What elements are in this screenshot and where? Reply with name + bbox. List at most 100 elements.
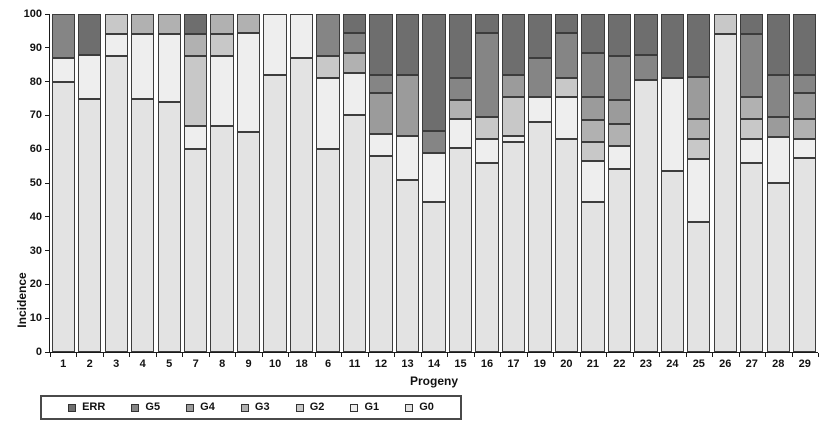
bar-segment-G1 — [369, 134, 393, 156]
bar-segment-G1 — [316, 78, 340, 150]
bar-segment-G0 — [766, 183, 790, 352]
bar-8 — [210, 14, 234, 352]
x-tick-mark — [155, 353, 157, 357]
x-tick-mark — [685, 353, 687, 357]
bar-segment-ERR — [448, 14, 473, 79]
x-tick-label: 26 — [719, 358, 732, 370]
bar-segment-G0 — [104, 56, 128, 352]
bar-segment-G5 — [422, 130, 446, 153]
x-tick-label: 18 — [295, 358, 308, 370]
bar-28 — [766, 14, 790, 352]
x-tick-label: 3 — [113, 358, 120, 370]
legend-item-ERR: ERR — [68, 402, 105, 413]
bar-9 — [236, 14, 261, 352]
bar-segment-G0 — [184, 149, 208, 352]
bar-segment-ERR — [740, 14, 764, 35]
bar-segment-G2 — [501, 96, 526, 136]
bar-segment-G5 — [316, 14, 340, 57]
bar-segment-G0 — [740, 162, 764, 352]
legend-swatch-icon — [240, 403, 249, 412]
bar-segment-G1 — [51, 57, 75, 82]
legend-swatch-icon — [131, 403, 140, 412]
bar-segment-G2 — [554, 78, 579, 97]
x-tick-label: 13 — [401, 358, 414, 370]
bar-segment-G1 — [184, 125, 208, 150]
bar-segment-ERR — [766, 14, 790, 75]
plot-area — [50, 14, 818, 352]
bar-segment-G1 — [236, 32, 261, 133]
x-tick-mark — [447, 353, 449, 357]
bar-segment-G2 — [104, 14, 128, 35]
legend: ERR G5 G4 G3 G2 G1 G0 — [40, 395, 462, 420]
bar-segment-G3 — [740, 96, 764, 119]
x-tick-label: 17 — [507, 358, 520, 370]
x-tick-mark — [182, 353, 184, 357]
bar-segment-G1 — [766, 137, 790, 183]
bar-segment-ERR — [422, 14, 446, 131]
bar-segment-G5 — [528, 57, 552, 97]
bar-segment-G0 — [554, 139, 579, 352]
bar-23 — [634, 14, 658, 352]
bar-segment-ERR — [687, 14, 711, 77]
bar-segment-ERR — [634, 14, 658, 55]
bar-segment-G2 — [475, 117, 499, 140]
bar-segment-ERR — [554, 14, 579, 33]
x-tick-label: 10 — [268, 358, 282, 370]
x-tick-mark — [606, 353, 608, 357]
bar-segment-G4 — [581, 96, 605, 121]
bar-segment-G0 — [263, 74, 287, 352]
y-tick-label: 60 — [29, 143, 42, 156]
bar-segment-G3 — [342, 52, 367, 74]
bar-20 — [554, 14, 579, 352]
x-tick-label: 9 — [245, 358, 252, 370]
bar-segment-ERR — [342, 14, 367, 33]
x-tick-label: 12 — [374, 358, 388, 370]
y-tick-mark — [45, 283, 49, 285]
bar-segment-G1 — [78, 54, 102, 99]
x-tick-label: 28 — [772, 358, 785, 370]
bar-segment-G1 — [263, 14, 287, 75]
bar-segment-G3 — [793, 118, 817, 140]
y-tick-label: 50 — [29, 177, 42, 189]
bar-segment-G1 — [660, 78, 684, 172]
bar-26 — [713, 14, 737, 352]
x-tick-mark — [50, 353, 51, 357]
legend-swatch-icon — [186, 403, 195, 412]
legend-swatch-icon — [405, 403, 414, 412]
bar-21 — [581, 14, 605, 352]
bar-segment-G3 — [210, 14, 234, 35]
bar-segment-G1 — [581, 161, 605, 202]
x-tick-mark — [341, 353, 343, 357]
x-tick-mark — [553, 353, 555, 357]
bar-24 — [660, 14, 684, 352]
x-tick-mark — [579, 353, 581, 357]
y-tick-mark — [45, 182, 49, 184]
bar-segment-G3 — [687, 118, 711, 140]
x-tick-label: 15 — [454, 358, 467, 370]
bar-22 — [607, 14, 632, 352]
bar-segment-G0 — [369, 155, 393, 352]
bar-segment-G5 — [766, 74, 790, 118]
x-tick-mark — [765, 353, 767, 357]
bar-segment-G0 — [607, 169, 632, 352]
x-axis-line — [46, 352, 818, 353]
bar-segment-G0 — [422, 201, 446, 352]
bar-segment-G1 — [501, 135, 526, 143]
bar-segment-ERR — [607, 14, 632, 57]
bar-segment-G5 — [607, 56, 632, 101]
x-tick-mark — [818, 353, 819, 357]
bar-segment-G0 — [236, 132, 261, 352]
bar-segment-G4 — [369, 93, 393, 134]
bar-segment-G1 — [157, 34, 181, 102]
x-tick-label: 14 — [427, 358, 441, 370]
bar-segment-G2 — [740, 118, 764, 140]
x-tick-label: 24 — [666, 358, 679, 370]
x-tick-label: 21 — [586, 358, 600, 370]
x-tick-mark — [632, 353, 634, 357]
x-tick-mark — [314, 353, 316, 357]
bar-segment-G0 — [660, 171, 684, 352]
bar-segment-G4 — [687, 76, 711, 119]
x-tick-mark — [738, 353, 740, 357]
bar-segment-G1 — [793, 139, 817, 158]
x-tick-mark — [420, 353, 422, 357]
